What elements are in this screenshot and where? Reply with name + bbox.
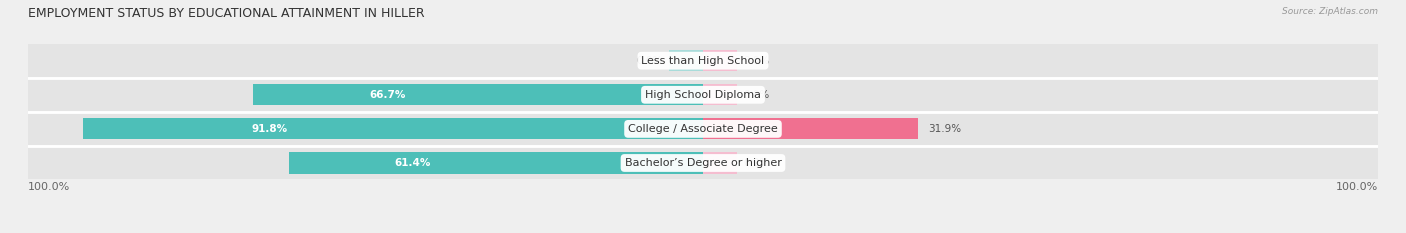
Bar: [669, 50, 703, 71]
Bar: [703, 118, 918, 140]
Bar: [28, 113, 1378, 145]
Text: EMPLOYMENT STATUS BY EDUCATIONAL ATTAINMENT IN HILLER: EMPLOYMENT STATUS BY EDUCATIONAL ATTAINM…: [28, 7, 425, 20]
Text: 61.4%: 61.4%: [395, 158, 432, 168]
Bar: [253, 84, 703, 105]
Bar: [703, 152, 737, 174]
Text: 0.0%: 0.0%: [637, 56, 662, 66]
Bar: [28, 45, 1378, 77]
Text: 0.0%: 0.0%: [744, 56, 769, 66]
Text: Less than High School: Less than High School: [641, 56, 765, 66]
Text: 0.0%: 0.0%: [744, 158, 769, 168]
Text: Bachelor’s Degree or higher: Bachelor’s Degree or higher: [624, 158, 782, 168]
Bar: [703, 84, 737, 105]
Text: 100.0%: 100.0%: [28, 182, 70, 192]
Text: 91.8%: 91.8%: [252, 124, 287, 134]
Text: Source: ZipAtlas.com: Source: ZipAtlas.com: [1282, 7, 1378, 16]
Bar: [83, 118, 703, 140]
Text: High School Diploma: High School Diploma: [645, 90, 761, 100]
Text: 31.9%: 31.9%: [928, 124, 962, 134]
Bar: [28, 147, 1378, 179]
Text: 100.0%: 100.0%: [1336, 182, 1378, 192]
Bar: [28, 79, 1378, 111]
Text: 0.0%: 0.0%: [744, 90, 769, 100]
Legend: In Labor Force, Unemployed: In Labor Force, Unemployed: [602, 230, 804, 233]
Bar: [703, 50, 737, 71]
Bar: [288, 152, 703, 174]
Text: College / Associate Degree: College / Associate Degree: [628, 124, 778, 134]
Text: 66.7%: 66.7%: [370, 90, 406, 100]
